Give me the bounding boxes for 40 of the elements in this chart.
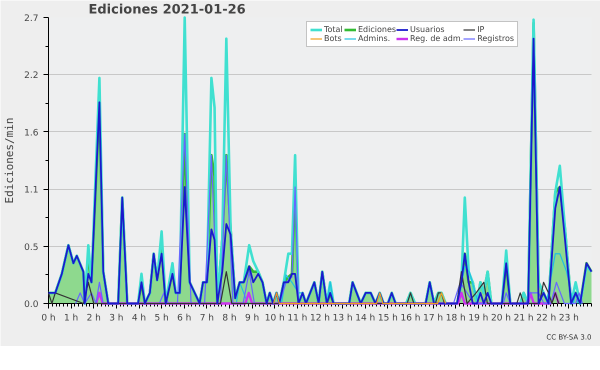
x-tick-label: 22 h [536, 314, 556, 324]
x-tick-label: 19 h [468, 314, 488, 324]
x-tick-label: 12 h [310, 314, 330, 324]
chart-title: Ediciones 2021-01-26 [88, 2, 246, 18]
legend-label: Usuarios [410, 25, 445, 34]
x-tick-label: 13 h [332, 314, 353, 324]
legend-label: Bots [324, 34, 343, 43]
y-tick-label: 2.2 [24, 71, 39, 82]
legend-label: Admins. [358, 34, 390, 43]
x-tick-label: 15 h [378, 314, 398, 324]
x-tick-label: 5 h [154, 314, 169, 324]
x-tick-label: 4 h [132, 314, 146, 324]
y-tick-label: 0.0 [24, 300, 39, 310]
y-tick-label: 1.1 [24, 186, 39, 196]
x-tick-label: 11 h [287, 314, 308, 324]
y-tick-label: 1.6 [24, 128, 39, 138]
x-tick-label: 23 h [558, 314, 579, 324]
legend-label: Ediciones [358, 25, 396, 34]
x-tick-label: 10 h [264, 314, 285, 324]
y-axis-title: Ediciones/min [3, 117, 16, 204]
x-tick-label: 0 h [41, 314, 56, 324]
x-tick-label: 1 h [64, 314, 78, 324]
legend-label: Reg. de adm. [410, 34, 464, 43]
x-tick-label: 8 h [222, 314, 237, 324]
x-tick-label: 18 h [446, 314, 466, 324]
x-tick-label: 20 h [490, 314, 512, 324]
y-tick-label: 2.7 [24, 14, 39, 24]
x-tick-label: 6 h [177, 314, 192, 324]
x-tick-label: 14 h [355, 314, 376, 324]
legend-label: IP [477, 25, 486, 34]
x-tick-label: 2 h [86, 314, 101, 324]
legend-label: Registros [477, 34, 514, 43]
legend-label: Total [324, 25, 344, 34]
x-tick-label: 3 h [109, 314, 124, 324]
x-tick-label: 21 h [514, 314, 534, 324]
y-tick-label: 0.5 [24, 242, 39, 253]
x-tick-label: 9 h [244, 314, 260, 324]
x-tick-label: 7 h [200, 314, 214, 324]
x-tick-label: 17 h [423, 314, 444, 324]
x-tick-label: 16 h [400, 314, 421, 324]
